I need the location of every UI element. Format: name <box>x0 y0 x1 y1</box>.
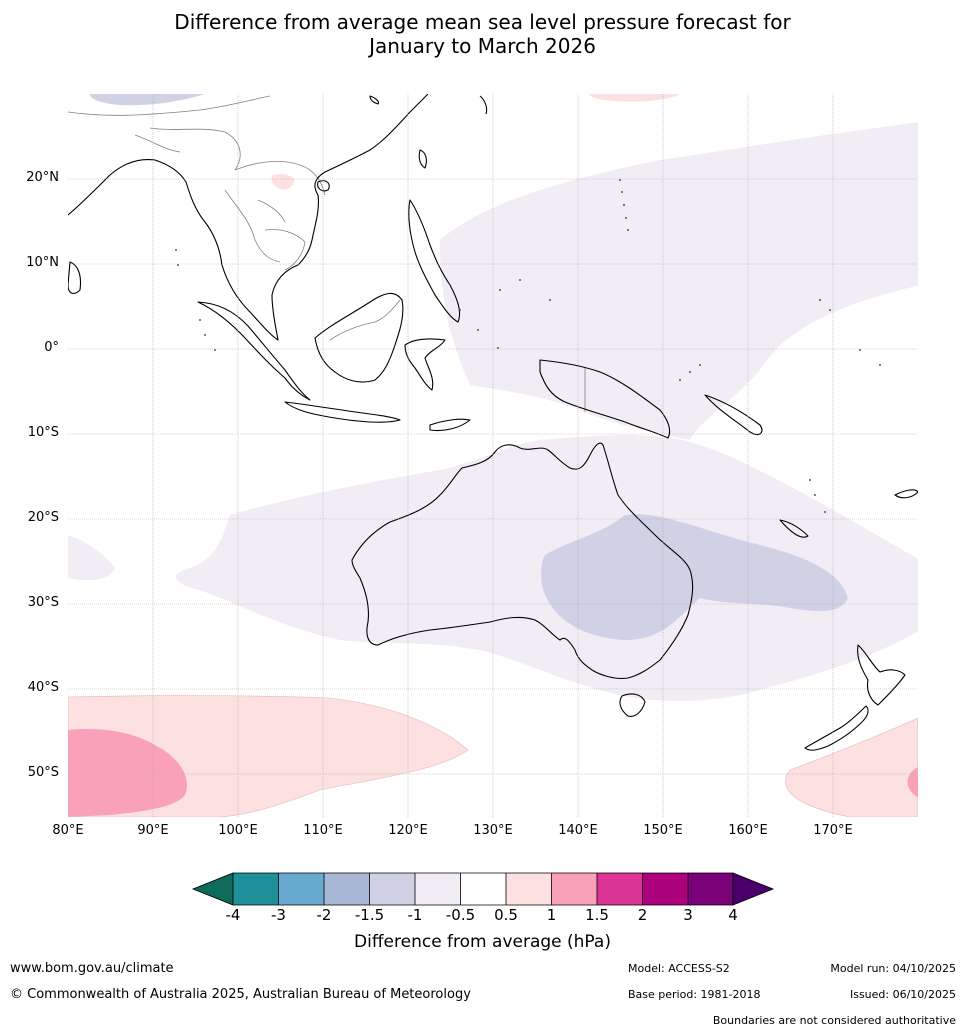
colorbar-bin <box>597 873 643 905</box>
lat-label-20s: 20°S <box>27 510 59 525</box>
coast-solomons <box>704 394 763 435</box>
colorbar-extend-max <box>732 872 775 906</box>
colorbar-tick: -3 <box>271 906 286 924</box>
anomaly-region-high-north <box>588 94 680 102</box>
lat-label-10n: 10°N <box>26 255 59 270</box>
coast-nz-north <box>857 644 906 706</box>
issued-date: Issued: 06/10/2025 <box>849 988 956 1001</box>
coast-sumatra <box>197 301 311 401</box>
coast-borneo <box>314 292 404 383</box>
lon-label-170e: 170°E <box>813 823 853 838</box>
lon-label-110e: 110°E <box>303 823 343 838</box>
lat-label-equator: 0° <box>44 340 59 355</box>
lon-label-100e: 100°E <box>218 823 258 838</box>
colorbar-extend-min <box>191 872 234 906</box>
coast-taiwan <box>418 149 427 169</box>
coast-australia <box>351 442 694 679</box>
colorbar-bin <box>369 873 415 905</box>
anomaly-region-lower-australia <box>541 514 848 640</box>
colorbar-bin <box>233 873 279 905</box>
lat-label-20n: 20°N <box>26 170 59 185</box>
anomaly-region-high-southeast <box>785 717 918 817</box>
colorbar-bin <box>551 873 597 905</box>
title-line-1: Difference from average mean sea level p… <box>174 10 791 34</box>
lon-label-90e: 90°E <box>137 823 169 838</box>
lat-label-30s: 30°S <box>27 595 59 610</box>
coast-fiji <box>894 489 918 499</box>
anomaly-region-higher-southwest <box>68 728 187 817</box>
lon-label-150e: 150°E <box>643 823 683 838</box>
coast-sri-lanka <box>68 261 82 294</box>
island-dots <box>175 179 881 513</box>
coast-new-caledonia <box>779 519 809 538</box>
coast-philippines <box>408 199 461 323</box>
coast-asia-mainland <box>68 94 429 341</box>
lat-label-50s: 50°S <box>27 765 59 780</box>
lon-label-120e: 120°E <box>388 823 428 838</box>
colorbar-bin <box>460 873 506 905</box>
website-link[interactable]: www.bom.gov.au/climate <box>10 961 174 976</box>
anomaly-region-low-pacific <box>440 122 918 440</box>
title-line-2: January to March 2026 <box>369 34 596 58</box>
lat-label-40s: 40°S <box>27 680 59 695</box>
boundaries-disclaimer: Boundaries are not considered authoritat… <box>712 1014 956 1027</box>
base-period: Base period: 1981-2018 <box>628 988 761 1001</box>
coastlines <box>68 94 918 751</box>
model-run-date: Model run: 04/10/2025 <box>830 962 956 975</box>
colorbar-bin <box>642 873 688 905</box>
colorbar-tick: 1.5 <box>585 906 609 924</box>
colorbar-bin <box>324 873 370 905</box>
map-area <box>68 94 918 817</box>
colorbar-tick: -4 <box>225 906 241 924</box>
colorbar-tick: 3 <box>683 906 693 924</box>
anomaly-region-lower-north <box>90 94 205 106</box>
lon-label-160e: 160°E <box>728 823 768 838</box>
coast-java <box>284 401 401 423</box>
lat-label-10s: 10°S <box>27 425 59 440</box>
coast-timor <box>429 418 471 432</box>
country-borders <box>68 95 586 412</box>
colorbar-tick: -2 <box>316 906 332 924</box>
colorbar-bin <box>688 873 733 905</box>
colorbar-bin <box>506 873 552 905</box>
model-name: Model: ACCESS-S2 <box>628 962 730 975</box>
lon-label-140e: 140°E <box>558 823 598 838</box>
lon-label-80e: 80°E <box>52 823 84 838</box>
graticule <box>68 94 918 817</box>
coast-sulawesi <box>404 338 446 391</box>
colorbar-tick: 0.5 <box>494 906 518 924</box>
colorbar-tick: 4 <box>728 906 738 924</box>
colorbar-bin <box>415 873 461 905</box>
colorbar-bin <box>278 873 324 905</box>
colorbar-tick: 1 <box>546 906 557 924</box>
lon-label-130e: 130°E <box>473 823 513 838</box>
anomaly-region-higher-southeast <box>907 767 918 797</box>
coast-nz-south <box>804 705 869 751</box>
copyright-notice: © Commonwealth of Australia 2025, Austra… <box>10 987 471 1002</box>
coast-hainan <box>317 180 330 192</box>
chart-title: Difference from average mean sea level p… <box>0 10 965 58</box>
coast-new-guinea <box>539 359 671 439</box>
colorbar-tick: -1.5 <box>354 906 385 924</box>
coast-tasmania <box>619 693 646 717</box>
colorbar-title: Difference from average (hPa) <box>354 932 611 952</box>
colorbar-tick: -0.5 <box>445 906 476 924</box>
colorbar-tick: -1 <box>407 906 423 924</box>
colorbar-tick: 2 <box>637 906 648 924</box>
colorbar <box>191 872 775 906</box>
anomaly-region-low-west <box>68 535 115 581</box>
anomaly-region-high-indochina <box>271 173 295 190</box>
